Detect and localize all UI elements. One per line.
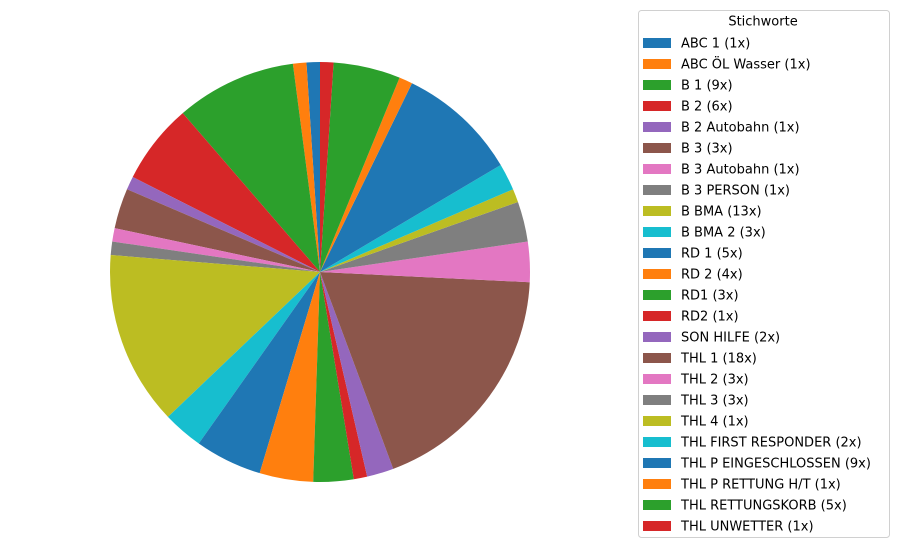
legend-swatch xyxy=(643,479,671,489)
legend-label: RD1 (3x) xyxy=(681,289,739,304)
pie-slice xyxy=(320,189,518,272)
legend-label: THL P RETTUNG H/T (1x) xyxy=(680,478,841,493)
legend-label: B BMA 2 (3x) xyxy=(681,226,766,241)
legend-label: THL 3 (3x) xyxy=(680,394,749,409)
pie-slice xyxy=(320,241,531,283)
legend-swatch xyxy=(643,416,671,426)
pie-slice xyxy=(167,272,320,444)
pie-slice xyxy=(320,201,528,272)
pie-slice xyxy=(126,176,321,272)
legend-swatch xyxy=(643,185,671,195)
pie-slice xyxy=(292,62,320,273)
pie-slice xyxy=(112,228,320,272)
legend-label: THL 2 (3x) xyxy=(680,373,749,388)
legend-label: B 2 Autobahn (1x) xyxy=(681,121,800,136)
legend-label: THL 4 (1x) xyxy=(680,415,749,430)
legend-swatch xyxy=(643,353,671,363)
legend-swatch xyxy=(643,59,671,69)
legend-box xyxy=(638,10,890,538)
legend-label: RD 2 (4x) xyxy=(681,268,743,283)
legend-label: B 3 (3x) xyxy=(681,142,733,157)
pie-slice xyxy=(320,272,394,477)
legend-label: B 1 (9x) xyxy=(681,79,733,94)
legend-label: RD 1 (5x) xyxy=(681,247,743,262)
legend-swatch xyxy=(643,80,671,90)
legend-label: THL RETTUNGSKORB (5x) xyxy=(680,499,847,514)
legend-label: THL P EINGESCHLOSSEN (9x) xyxy=(680,457,871,472)
pie-slice xyxy=(313,272,354,482)
legend-swatch xyxy=(643,206,671,216)
pie-slice xyxy=(259,272,320,482)
legend-swatch xyxy=(643,143,671,153)
pie-slice xyxy=(320,83,501,273)
pie-slice xyxy=(110,255,320,417)
legend-label: ABC ÖL Wasser (1x) xyxy=(681,56,811,73)
legend-swatch xyxy=(643,521,671,531)
legend-title: Stichworte xyxy=(728,15,797,30)
legend-swatch xyxy=(643,290,671,300)
pie-slice xyxy=(132,113,320,273)
legend-swatch xyxy=(643,458,671,468)
pie-slice xyxy=(306,62,320,272)
legend-label: B BMA (13x) xyxy=(681,205,762,220)
legend-swatch xyxy=(643,311,671,321)
legend-swatch xyxy=(643,248,671,258)
legend-swatch xyxy=(643,332,671,342)
pie-slice xyxy=(110,241,320,272)
pie-slice xyxy=(320,77,412,272)
legend-swatch xyxy=(643,227,671,237)
legend-swatch xyxy=(643,500,671,510)
legend-label: SON HILFE (2x) xyxy=(681,331,780,346)
legend-label: THL UNWETTER (1x) xyxy=(680,520,814,535)
pie-slice xyxy=(320,272,368,480)
legend-label: ABC 1 (1x) xyxy=(681,37,750,52)
pie-slice xyxy=(320,272,530,469)
legend-label: B 3 PERSON (1x) xyxy=(681,184,790,199)
legend-label: B 2 (6x) xyxy=(681,100,733,115)
legend-label: THL FIRST RESPONDER (2x) xyxy=(680,436,862,451)
pie-slice xyxy=(114,189,320,272)
legend-label: RD2 (1x) xyxy=(681,310,739,325)
legend-swatch xyxy=(643,38,671,48)
legend-swatch xyxy=(643,374,671,384)
legend-swatch xyxy=(643,164,671,174)
pie-slice xyxy=(182,63,320,272)
pie-slice xyxy=(198,272,320,474)
legend-label: THL 1 (18x) xyxy=(680,352,757,367)
legend-swatch xyxy=(643,269,671,279)
pie-slice xyxy=(320,165,514,272)
legend-swatch xyxy=(643,101,671,111)
pie-slice xyxy=(320,62,400,273)
legend-swatch xyxy=(643,437,671,447)
legend-swatch xyxy=(643,395,671,405)
legend-swatch xyxy=(643,122,671,132)
pie-slice xyxy=(320,62,334,272)
legend-label: B 3 Autobahn (1x) xyxy=(681,163,800,178)
